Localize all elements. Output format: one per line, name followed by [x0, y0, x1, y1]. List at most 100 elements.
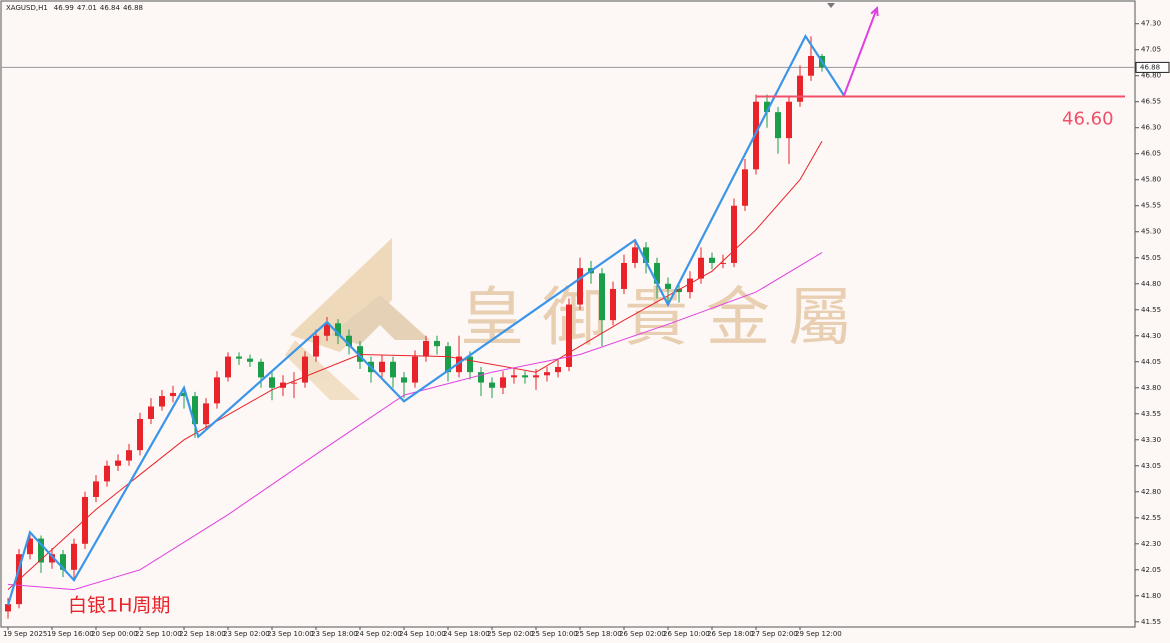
candle-body	[159, 396, 165, 407]
x-tick-label: 23 Sep 02:00	[223, 630, 270, 638]
y-tick-label: 42.05	[1141, 566, 1161, 574]
current-price-label: 46.88	[1140, 63, 1160, 71]
y-tick-label: 44.80	[1141, 280, 1161, 288]
overlay-line	[6, 34, 845, 606]
overlay-line	[7, 252, 823, 591]
candle-body	[137, 418, 143, 451]
candle-body	[709, 257, 715, 263]
candle-body	[313, 335, 319, 357]
candle-body	[676, 288, 682, 293]
candle-body	[665, 283, 671, 289]
y-tick-label: 41.55	[1141, 618, 1161, 626]
candle-body	[742, 169, 748, 206]
x-tick-label: 20 Sep 00:00	[91, 630, 138, 638]
y-tick-label: 44.55	[1141, 306, 1161, 314]
candle-body	[390, 361, 396, 378]
overlay-line	[7, 141, 823, 590]
y-tick-label: 47.05	[1141, 46, 1161, 54]
candle-body	[610, 288, 616, 321]
resistance-label: 46.60	[1062, 109, 1114, 130]
candle-body	[170, 392, 176, 397]
candle-body	[786, 101, 792, 139]
candle-body	[467, 356, 473, 373]
candle-body	[346, 335, 352, 347]
candle-body	[269, 377, 275, 388]
candle-body	[577, 268, 583, 305]
candle-body	[445, 346, 451, 373]
candle-body	[599, 273, 605, 321]
candle-body	[643, 247, 649, 263]
candle-body	[192, 396, 198, 425]
candle-body	[412, 356, 418, 383]
candle-body	[720, 262, 726, 264]
candle-body	[49, 554, 55, 563]
y-tick-label: 41.80	[1141, 592, 1161, 600]
header-close: 46.88	[123, 4, 143, 12]
y-tick-label: 46.55	[1141, 98, 1161, 106]
y-tick-label: 42.80	[1141, 488, 1161, 496]
candle-body	[401, 377, 407, 383]
candle-body	[357, 346, 363, 362]
candle-body	[797, 75, 803, 102]
candle-body	[434, 340, 440, 347]
candle-body	[291, 382, 297, 384]
candle-body	[698, 257, 704, 279]
x-tick-label: 23 Sep 10:00	[267, 630, 314, 638]
candle-body	[104, 465, 110, 482]
y-tick-label: 47.30	[1141, 20, 1161, 28]
candle-body	[38, 538, 44, 563]
shift-marker	[827, 3, 835, 8]
candle-body	[423, 340, 429, 357]
candle-body	[687, 278, 693, 293]
y-tick-label: 45.30	[1141, 228, 1161, 236]
candle-body	[324, 323, 330, 336]
y-tick-label: 45.05	[1141, 254, 1161, 262]
candle-body	[71, 543, 77, 570]
symbol: XAGUSD,H1	[6, 4, 48, 12]
header-low: 46.84	[100, 4, 121, 12]
candle-body	[764, 101, 770, 113]
y-tick-label: 46.80	[1141, 72, 1161, 80]
y-tick-label: 43.55	[1141, 410, 1161, 418]
candle-body	[456, 356, 462, 373]
x-tick-label: 25 Sep 02:00	[487, 630, 534, 638]
x-tick-label: 24 Sep 10:00	[399, 630, 446, 638]
candle-body	[258, 361, 264, 378]
x-tick-label: 25 Sep 10:00	[531, 630, 578, 638]
arrow-head	[870, 5, 879, 17]
candle-body	[126, 450, 132, 461]
candle-body	[478, 372, 484, 383]
candle-body	[522, 375, 528, 378]
candle-body	[181, 392, 187, 397]
header-open: 46.99	[54, 4, 74, 12]
candle-body	[775, 112, 781, 139]
candle-body	[533, 375, 539, 378]
y-tick-label: 45.80	[1141, 176, 1161, 184]
x-tick-label: 26 Sep 02:00	[619, 630, 666, 638]
candle-body	[511, 375, 517, 378]
x-tick-label: 25 Sep 18:00	[575, 630, 622, 638]
header: XAGUSD,H1 46.99 47.01 46.84 46.88	[6, 4, 143, 12]
y-tick-label: 46.05	[1141, 150, 1161, 158]
arrow-line	[843, 7, 878, 96]
x-tick-label: 26 Sep 18:00	[707, 630, 754, 638]
candle-body	[489, 382, 495, 388]
candle-body	[544, 372, 550, 376]
header-high: 47.01	[77, 4, 97, 12]
y-tick-label: 42.30	[1141, 540, 1161, 548]
candle-body	[808, 55, 814, 76]
y-tick-label: 45.55	[1141, 202, 1161, 210]
candle-body	[93, 481, 99, 497]
candle-body	[60, 554, 66, 570]
x-tick-label: 22 Sep 10:00	[135, 630, 182, 638]
x-tick-label: 29 Sep 12:00	[795, 630, 842, 638]
x-tick-label: 22 Sep 18:00	[179, 630, 226, 638]
watermark: 皇御貴金屬	[460, 282, 870, 356]
x-tick-label: 19 Sep 16:00	[47, 630, 94, 638]
candle-body	[379, 361, 385, 373]
candle-body	[82, 496, 88, 544]
candle-body	[555, 366, 561, 373]
y-tick-label: 44.05	[1141, 358, 1161, 366]
candle-body	[27, 538, 33, 555]
